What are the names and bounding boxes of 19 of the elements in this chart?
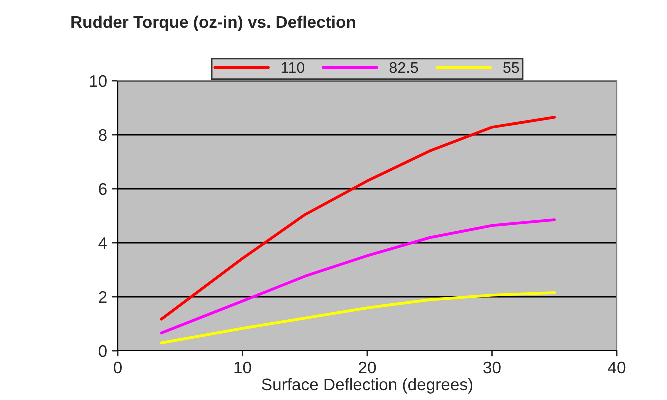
line-series xyxy=(160,218,556,335)
x-axis-title: Surface Deflection (degrees) xyxy=(262,378,473,394)
y-tick-label: 2 xyxy=(99,291,107,304)
x-tick-label: 40 xyxy=(608,362,626,374)
chart-title: Rudder Torque (oz-in) vs. Deflection xyxy=(72,16,356,32)
y-tick-label: 4 xyxy=(98,238,108,250)
legend-label: 82.5 xyxy=(390,62,418,74)
legend-label: 55 xyxy=(504,62,520,74)
y-tick-label: 6 xyxy=(99,183,107,196)
x-tick-label: 30 xyxy=(484,362,501,374)
line-series xyxy=(160,292,556,345)
y-tick-label: 0 xyxy=(98,345,107,358)
legend-label: 110 xyxy=(282,62,305,74)
x-tick-label: 20 xyxy=(359,362,376,374)
line-series xyxy=(160,116,556,321)
x-tick-label: 10 xyxy=(234,362,252,374)
y-tick-label: 8 xyxy=(99,129,107,142)
x-tick-label: 0 xyxy=(114,362,122,374)
y-tick-label: 10 xyxy=(90,75,107,88)
